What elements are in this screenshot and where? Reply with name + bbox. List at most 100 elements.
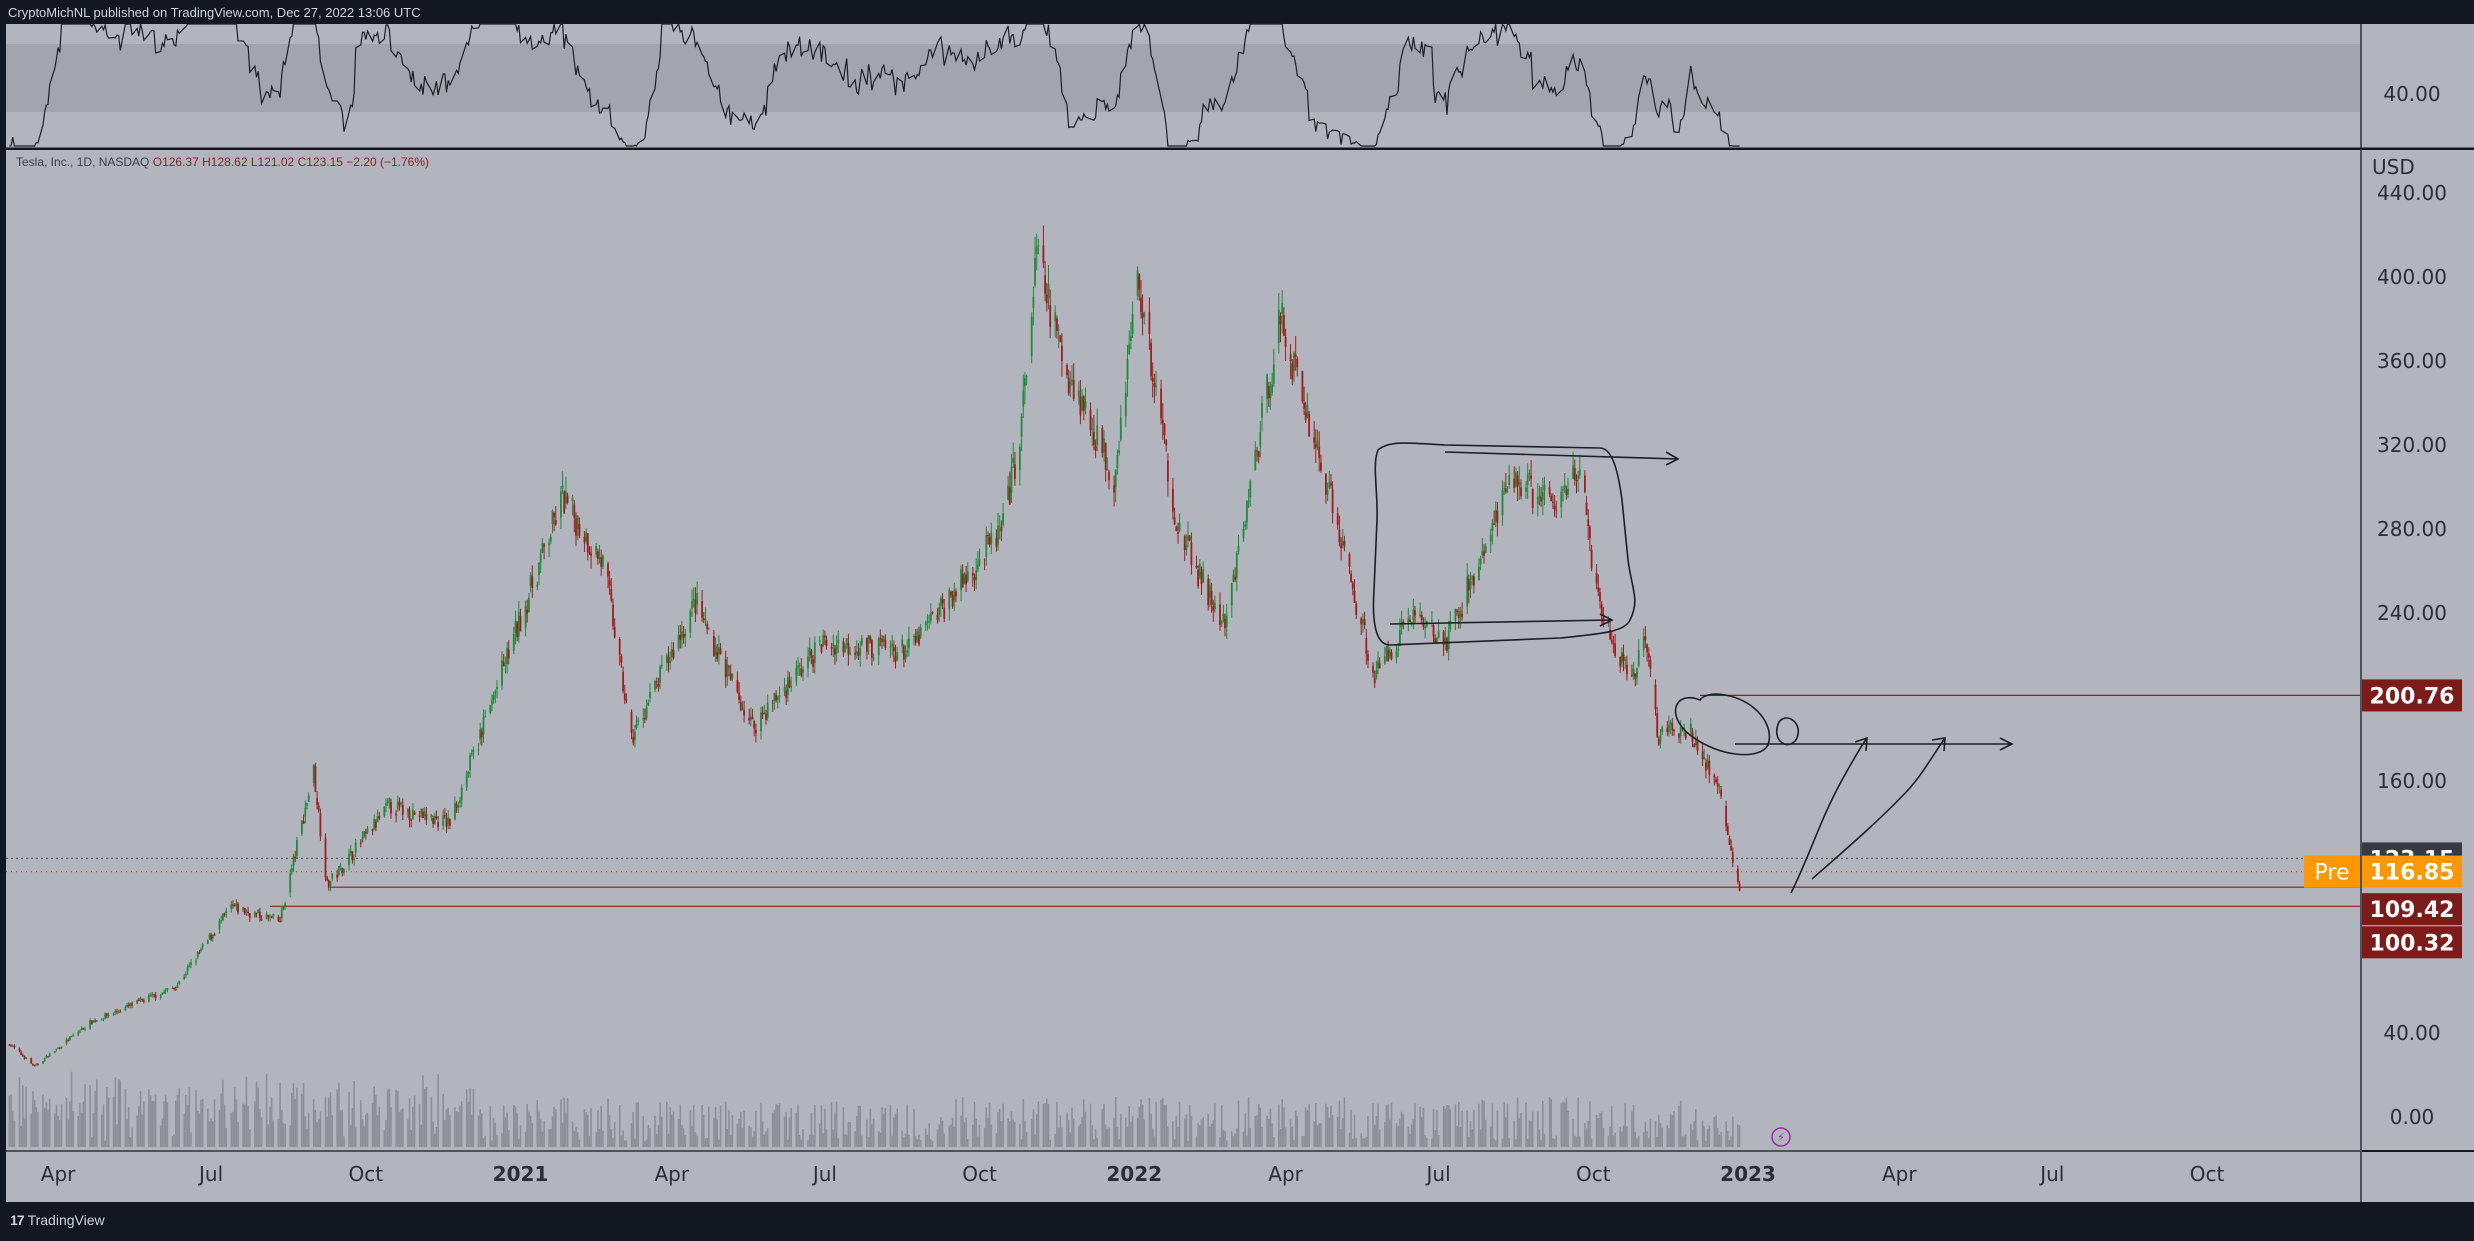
volume-bar — [576, 1132, 579, 1147]
candle-body — [1657, 739, 1660, 745]
candle-body — [1563, 485, 1566, 489]
candle-body — [1708, 761, 1711, 775]
candle-body — [1728, 838, 1731, 845]
volume-bar — [1378, 1129, 1381, 1147]
volume-bar — [143, 1101, 145, 1147]
candle-body — [682, 634, 685, 639]
candle-body — [1025, 376, 1028, 378]
candle-body — [1279, 315, 1282, 325]
volume-bar — [718, 1139, 720, 1147]
volume-bar — [1042, 1103, 1045, 1147]
candle-body — [955, 591, 957, 597]
volume-bar — [938, 1124, 940, 1147]
volume-bar — [67, 1119, 69, 1147]
candle-body — [608, 580, 611, 586]
volume-bar — [1715, 1115, 1717, 1147]
volume-bar — [1175, 1115, 1178, 1147]
candle-body — [783, 687, 786, 692]
volume-bar — [906, 1104, 908, 1147]
candle-body — [1668, 724, 1670, 732]
candle-body — [842, 641, 845, 652]
volume-bar — [302, 1082, 305, 1147]
candle-body — [1424, 626, 1426, 628]
volume-bar — [1611, 1106, 1613, 1147]
volume-bar — [832, 1129, 835, 1147]
volume-bar — [788, 1117, 791, 1147]
volume-bar — [1273, 1137, 1275, 1147]
candle-body — [1022, 391, 1025, 407]
candle-body — [659, 666, 661, 684]
volume-bar — [1363, 1138, 1366, 1147]
volume-bar — [289, 1125, 291, 1147]
candle-body — [1646, 644, 1648, 653]
candle-body — [225, 910, 228, 913]
volume-bar — [1432, 1109, 1435, 1147]
volume-bar — [1120, 1113, 1122, 1147]
volume-bar — [965, 1117, 967, 1147]
volume-bar — [531, 1122, 534, 1147]
volume-bar — [677, 1118, 680, 1147]
volume-bar — [247, 1106, 249, 1147]
volume-bar — [891, 1135, 893, 1147]
candle-body — [1024, 377, 1026, 387]
legend-change: −2.20 (−1.76%) — [346, 155, 430, 169]
volume-bar — [538, 1111, 540, 1147]
candle-body — [1032, 297, 1035, 308]
candle-body — [1291, 363, 1294, 380]
candle-body — [1367, 654, 1369, 661]
volume-bar — [447, 1107, 449, 1147]
volume-bar — [1705, 1140, 1707, 1147]
candle-body — [1326, 490, 1329, 495]
time-tick: Oct — [962, 1162, 997, 1186]
volume-bar — [930, 1139, 932, 1147]
candle-body — [936, 615, 939, 621]
candle-body — [23, 1056, 26, 1059]
volume-bar — [1336, 1116, 1339, 1147]
volume-bar — [1202, 1117, 1204, 1147]
candle-body — [894, 655, 897, 662]
candle-body — [398, 802, 401, 806]
candle-body — [1624, 659, 1627, 661]
volume-bar — [1718, 1134, 1721, 1147]
candle-body — [1271, 384, 1273, 393]
volume-bar — [186, 1104, 189, 1147]
candle-body — [824, 635, 826, 638]
volume-bar — [57, 1115, 59, 1147]
volume-bar — [1178, 1101, 1181, 1147]
candle-body — [896, 652, 899, 660]
time-tick: Jul — [811, 1162, 837, 1186]
candle-body — [491, 700, 493, 705]
candle-body — [296, 840, 298, 856]
volume-bar — [1103, 1103, 1105, 1147]
candle-body — [457, 805, 460, 808]
volume-bar — [80, 1112, 83, 1147]
candle-body — [585, 532, 587, 541]
volume-bar — [242, 1103, 244, 1147]
volume-bar — [504, 1117, 507, 1147]
volume-bar — [212, 1120, 214, 1147]
drawing-arrow-lower — [1389, 613, 1614, 627]
candle-body — [1387, 650, 1389, 662]
candle-body — [79, 1030, 81, 1032]
candle-body — [470, 753, 473, 755]
candle-body — [904, 653, 907, 659]
candle-body — [259, 912, 261, 919]
volume-bar — [1679, 1101, 1682, 1147]
volume-bar — [30, 1113, 32, 1147]
volume-bar — [1693, 1121, 1695, 1147]
volume-bar — [94, 1090, 96, 1147]
candle-body — [1644, 636, 1647, 641]
volume-bar — [1022, 1099, 1025, 1147]
candle-body — [672, 650, 675, 658]
candle-body — [89, 1020, 91, 1029]
volume-bar — [655, 1133, 658, 1147]
volume-bar — [1437, 1134, 1440, 1147]
volume-bar — [1684, 1134, 1687, 1147]
candle-body — [1343, 541, 1346, 547]
candle-body — [866, 638, 868, 653]
volume-bar — [1301, 1135, 1304, 1147]
volume-bar — [587, 1114, 589, 1147]
tradingview-logo[interactable]: 17 TradingView — [10, 1212, 105, 1228]
news-flag-icon[interactable] — [1771, 1127, 1791, 1147]
